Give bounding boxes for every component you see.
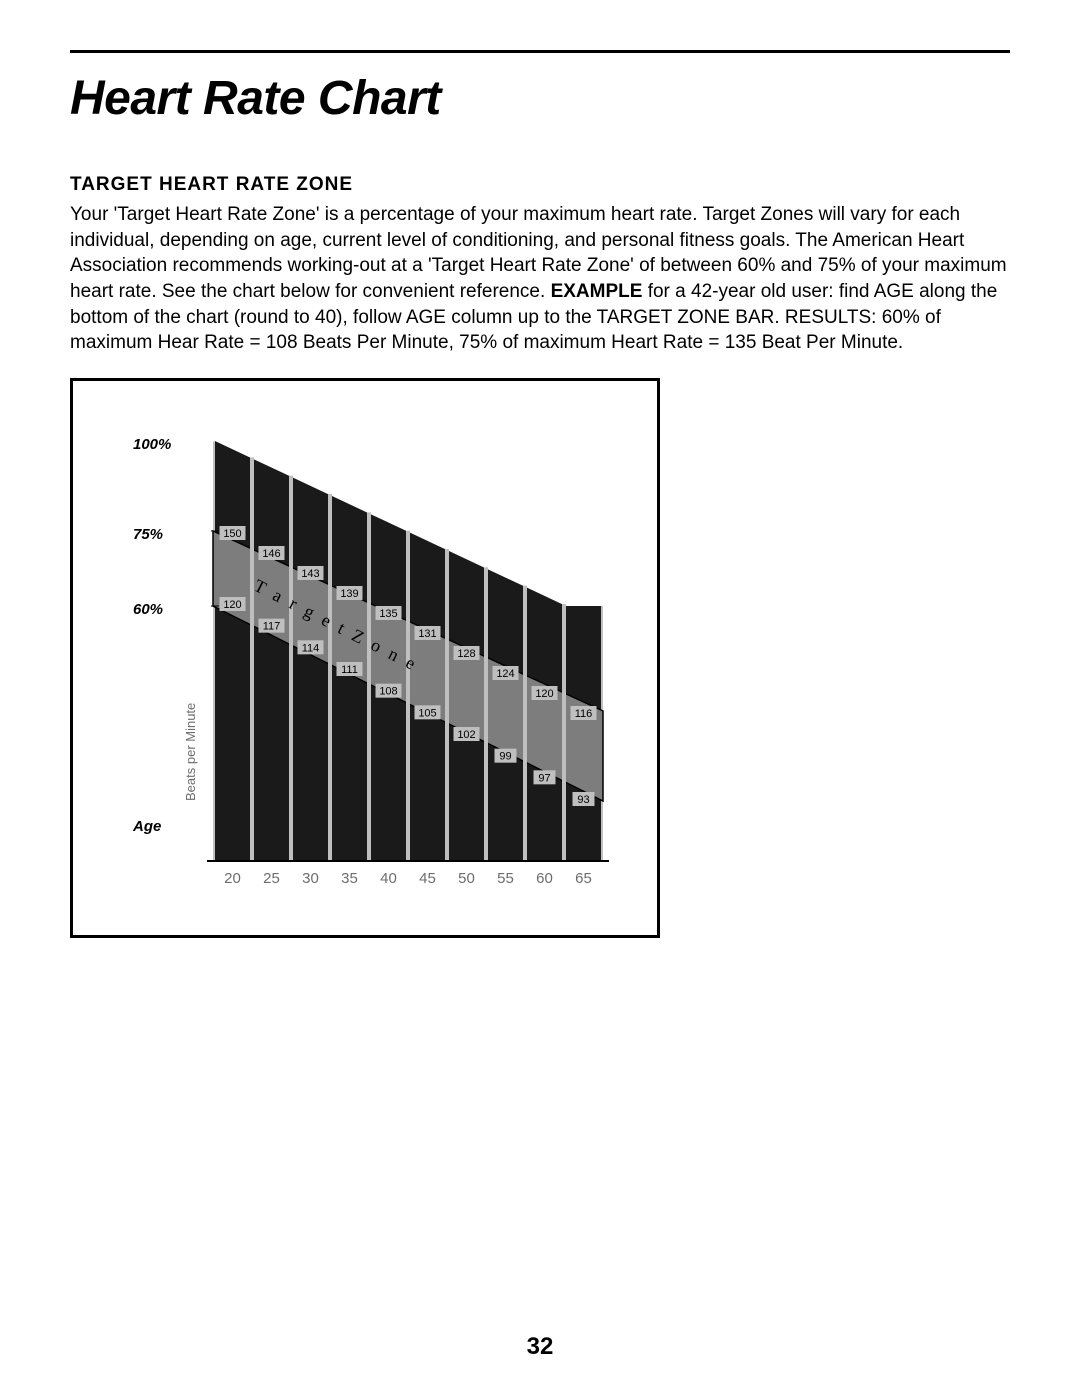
svg-text:143: 143	[301, 568, 319, 580]
svg-text:65: 65	[575, 870, 592, 887]
svg-text:60: 60	[536, 870, 553, 887]
section-heading: TARGET HEART RATE ZONE	[70, 174, 1010, 196]
svg-text:146: 146	[262, 548, 280, 560]
svg-text:99: 99	[499, 751, 511, 763]
top-horizontal-rule	[70, 50, 1010, 53]
svg-text:45: 45	[419, 870, 436, 887]
svg-text:20: 20	[224, 870, 241, 887]
svg-text:111: 111	[341, 664, 358, 676]
page-title: Heart Rate Chart	[70, 71, 1010, 126]
svg-text:93: 93	[577, 794, 589, 806]
svg-text:135: 135	[379, 608, 397, 620]
svg-text:128: 128	[457, 648, 475, 660]
svg-text:120: 120	[535, 688, 553, 700]
svg-text:60%: 60%	[133, 601, 163, 618]
svg-text:131: 131	[418, 628, 436, 640]
svg-text:105: 105	[418, 707, 436, 719]
svg-text:50: 50	[458, 870, 475, 887]
svg-text:102: 102	[457, 729, 475, 741]
svg-text:124: 124	[496, 668, 514, 680]
svg-text:139: 139	[340, 588, 358, 600]
svg-text:30: 30	[302, 870, 319, 887]
svg-text:150: 150	[223, 528, 241, 540]
svg-text:120: 120	[223, 599, 241, 611]
svg-text:40: 40	[380, 870, 397, 887]
svg-text:117: 117	[263, 621, 281, 633]
svg-text:Beats per Minute: Beats per Minute	[183, 703, 198, 801]
svg-text:108: 108	[379, 686, 397, 698]
svg-text:55: 55	[497, 870, 514, 887]
body-text-bold: EXAMPLE	[551, 281, 643, 302]
svg-text:97: 97	[538, 772, 550, 784]
svg-text:Age: Age	[132, 818, 161, 835]
svg-text:25: 25	[263, 870, 280, 887]
svg-text:116: 116	[575, 708, 593, 720]
chart-svg: 150 120 146 117 143 114 139 111 135 108 131 105 128 1…	[73, 381, 657, 935]
svg-text:114: 114	[302, 642, 320, 654]
body-paragraph: Your 'Target Heart Rate Zone' is a perce…	[70, 202, 1010, 356]
svg-text:75%: 75%	[133, 526, 163, 543]
heart-rate-chart: 150 120 146 117 143 114 139 111 135 108 131 105 128 1…	[70, 378, 660, 938]
svg-text:35: 35	[341, 870, 358, 887]
page-number: 32	[0, 1333, 1080, 1361]
svg-text:100%: 100%	[133, 436, 171, 453]
